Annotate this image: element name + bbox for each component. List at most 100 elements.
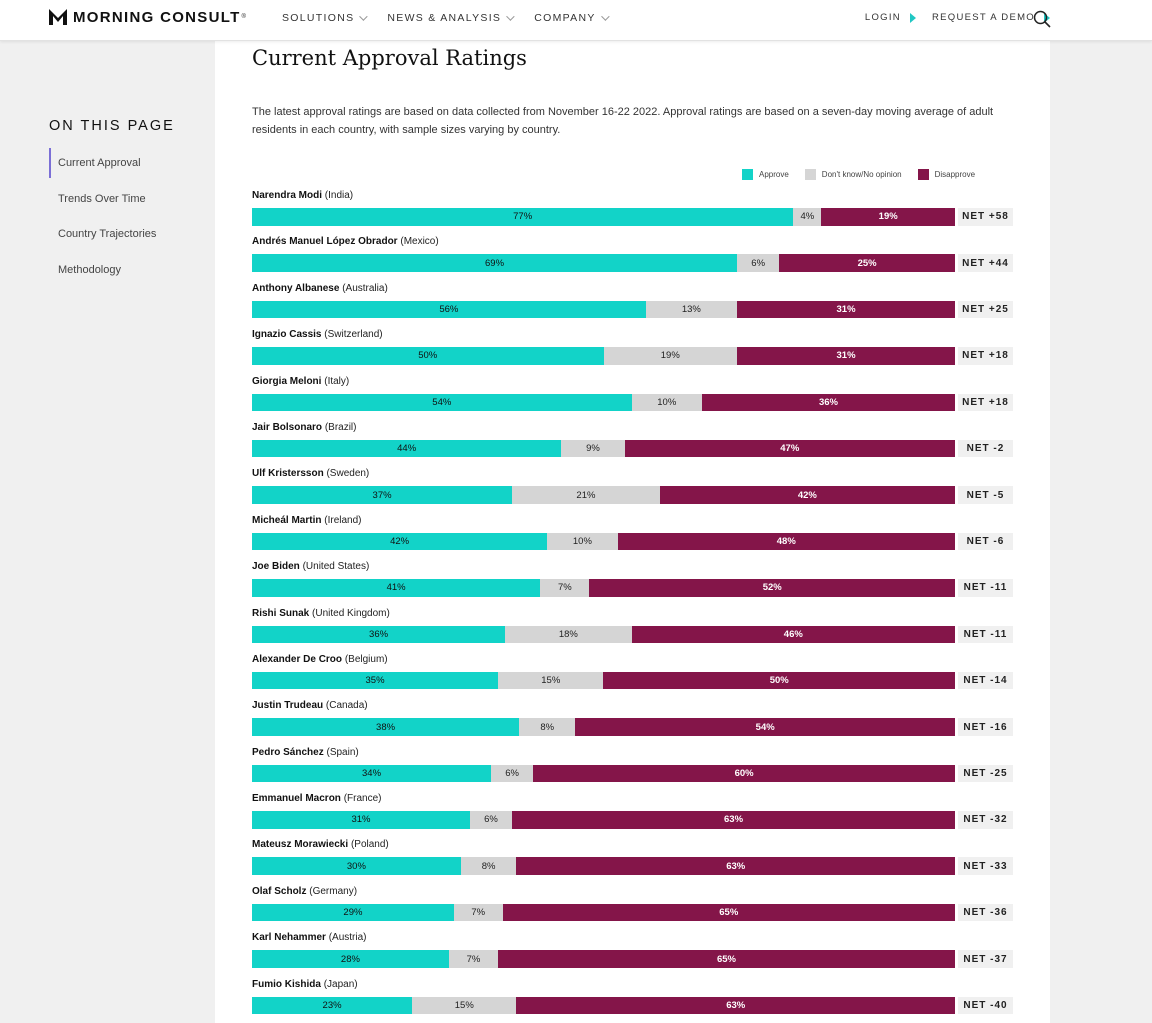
leader-country: (Ireland) <box>324 514 362 526</box>
main-menu: SOLUTIONS NEWS & ANALYSIS COMPANY <box>282 12 629 24</box>
stacked-bar[interactable]: 23% 15% 63% <box>252 996 955 1015</box>
menu-news-analysis-label: NEWS & ANALYSIS <box>387 12 502 24</box>
stacked-bar[interactable]: 37% 21% 42% <box>252 486 955 504</box>
row-label: Narendra Modi (India) <box>252 190 353 201</box>
disapprove-segment: 54% <box>575 718 955 736</box>
main-content: Current Approval Ratings The latest appr… <box>215 41 1050 1023</box>
dont-know-segment: 8% <box>460 857 517 875</box>
leader-name: Anthony Albanese <box>252 282 340 294</box>
row-label: Anthony Albanese (Australia) <box>252 283 388 294</box>
leader-country: (United States) <box>302 561 370 573</box>
disapprove-segment: 19% <box>821 208 955 226</box>
row-label: Fumio Kishida (Japan) <box>252 979 358 990</box>
leader-name: Giorgia Meloni <box>252 375 322 387</box>
sidebar-item-trends-over-time[interactable]: Trends Over Time <box>58 192 146 205</box>
sidebar-item-methodology[interactable]: Methodology <box>58 263 121 276</box>
leader-country: (Sweden) <box>326 468 370 480</box>
net-rating: NET +44 <box>958 254 1013 272</box>
leader-country: (Brazil) <box>324 421 357 433</box>
search-icon[interactable] <box>1033 10 1051 28</box>
menu-solutions[interactable]: SOLUTIONS <box>282 12 369 24</box>
disapprove-segment: 48% <box>617 532 955 551</box>
menu-news-analysis[interactable]: NEWS & ANALYSIS <box>387 12 515 24</box>
approve-segment: 30% <box>252 857 461 875</box>
row-label: Ulf Kristersson (Sweden) <box>252 468 369 479</box>
approve-segment: 69% <box>252 254 738 272</box>
logo-text: MORNING CONSULT <box>73 8 241 26</box>
stacked-bar[interactable]: 41% 7% 52% <box>252 579 955 597</box>
leader-country: (Germany) <box>309 885 358 897</box>
leader-name: Mateusz Morawiecki <box>252 839 349 851</box>
approve-segment: 41% <box>252 579 541 597</box>
leader-country: (Spain) <box>326 746 359 758</box>
leader-name: Jair Bolsonaro <box>252 421 323 433</box>
net-rating: NET -16 <box>958 718 1013 736</box>
stacked-bar[interactable]: 54% 10% 36% <box>252 393 955 412</box>
stacked-bar[interactable]: 44% 9% 47% <box>252 439 955 458</box>
net-rating: NET +18 <box>958 393 1013 412</box>
stacked-bar[interactable]: 34% 6% 60% <box>252 764 955 783</box>
stacked-bar[interactable]: 30% 8% 63% <box>252 857 955 875</box>
leader-name: Rishi Sunak <box>252 607 310 619</box>
stacked-bar[interactable]: 36% 18% 46% <box>252 625 955 644</box>
menu-company[interactable]: COMPANY <box>534 12 610 24</box>
row-label: Ignazio Cassis (Switzerland) <box>252 329 383 340</box>
approve-segment: 42% <box>252 532 548 551</box>
dont-know-segment: 6% <box>469 811 513 829</box>
legend-disapprove-label: Disapprove <box>934 170 976 179</box>
leader-name: Andrés Manuel López Obrador <box>252 236 398 248</box>
stacked-bar[interactable]: 38% 8% 54% <box>252 718 955 736</box>
row-label: Pedro Sánchez (Spain) <box>252 747 359 758</box>
row-label: Justin Trudeau (Canada) <box>252 700 368 711</box>
leader-country: (United Kingdom) <box>312 607 390 619</box>
row-label: Jair Bolsonaro (Brazil) <box>252 422 356 433</box>
leader-name: Ulf Kristersson <box>252 468 324 480</box>
leader-country: (Italy) <box>324 375 350 387</box>
net-rating: NET +18 <box>958 347 1013 365</box>
sidebar-item-current-approval[interactable]: Current Approval <box>49 148 209 178</box>
page-title: Current Approval Ratings <box>252 46 527 70</box>
legend-approve: Approve <box>742 169 789 180</box>
stacked-bar[interactable]: 31% 6% 63% <box>252 811 955 829</box>
net-rating: NET -33 <box>958 857 1013 875</box>
dont-know-segment: 19% <box>603 347 738 365</box>
stacked-bar[interactable]: 77% 4% 19% <box>252 208 955 226</box>
login-label: LOGIN <box>864 12 901 23</box>
nav-actions: LOGIN REQUEST A DEMO <box>849 12 1050 23</box>
legend-dont-know-swatch <box>804 169 816 180</box>
stacked-bar[interactable]: 69% 6% 25% <box>252 254 955 272</box>
disapprove-segment: 50% <box>603 671 955 690</box>
disapprove-segment: 60% <box>533 764 955 783</box>
chevron-down-icon <box>600 12 610 21</box>
disapprove-segment: 52% <box>589 579 955 597</box>
disapprove-segment: 63% <box>512 811 955 829</box>
login-link[interactable]: LOGIN <box>865 12 916 23</box>
disapprove-segment: 65% <box>498 950 955 968</box>
leader-name: Micheál Martin <box>252 514 322 526</box>
sidebar-item-country-trajectories[interactable]: Country Trajectories <box>58 228 157 240</box>
logo[interactable]: MORNING CONSULT ® <box>49 8 246 26</box>
row-label: Emmanuel Macron (France) <box>252 793 382 804</box>
stacked-bar[interactable]: 50% 19% 31% <box>252 347 955 365</box>
leader-name: Alexander De Croo <box>252 653 343 665</box>
leader-country: (India) <box>324 190 354 201</box>
legend-approve-label: Approve <box>759 170 789 179</box>
dont-know-segment: 7% <box>540 579 590 597</box>
stacked-bar[interactable]: 28% 7% 65% <box>252 950 955 968</box>
leader-country: (Japan) <box>323 978 358 990</box>
approve-segment: 77% <box>252 208 794 226</box>
disapprove-segment: 63% <box>516 857 955 875</box>
leader-name: Emmanuel Macron <box>252 793 341 805</box>
legend-disapprove: Disapprove <box>917 169 976 180</box>
dont-know-segment: 18% <box>505 625 632 644</box>
net-rating: NET -40 <box>958 996 1013 1015</box>
disapprove-segment: 31% <box>737 300 955 319</box>
dont-know-segment: 15% <box>498 671 604 690</box>
stacked-bar[interactable]: 56% 13% 31% <box>252 300 955 319</box>
approve-segment: 35% <box>252 671 499 690</box>
stacked-bar[interactable]: 42% 10% 48% <box>252 532 955 551</box>
stacked-bar[interactable]: 35% 15% 50% <box>252 671 955 690</box>
leader-country: (Canada) <box>325 700 368 712</box>
row-label: Giorgia Meloni (Italy) <box>252 376 349 387</box>
stacked-bar[interactable]: 29% 7% 65% <box>252 903 955 922</box>
